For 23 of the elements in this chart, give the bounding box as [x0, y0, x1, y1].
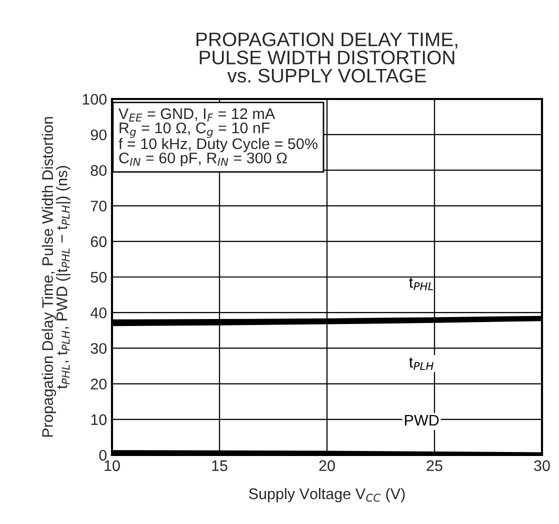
series-label: PWD — [405, 414, 439, 426]
text: Propagation Delay Time, Pulse Width Distortion t$_{PHL}$, t$_{PLH}$, PWD (|t$_{PHL}$ − t$_{PLH}$|) (ns) — [42, 117, 70, 437]
y-tick-label: 90 — [90, 129, 107, 140]
y-tick-label: 50 — [90, 272, 107, 283]
y-tick-label: 70 — [90, 200, 107, 212]
x-tick-label: 15 — [212, 460, 228, 472]
text: t$_{PLH}$ — [409, 358, 434, 370]
text: V$_{EE}$ = GND, I$_{F}$ = 12 mA R$_{g}$ = 10 Ω, C$_{g}$ = 10 nF f = 10 kHz, Duty Cycle = 50% C$_{IN}$ = 60 pF, R$_{IN}$ = 300 Ω — [118, 108, 318, 166]
y-tick-label: 10 — [91, 414, 107, 426]
x-axis-title: Supply Voltage V$_{CC}$ (V) — [249, 488, 405, 502]
series-label: t$_{PHL}$ — [409, 278, 434, 290]
x-tick-label: 25 — [426, 460, 442, 472]
x-tick-label: 10 — [104, 460, 120, 472]
x-tick-label: 30 — [534, 460, 550, 472]
x-tick-label: 20 — [319, 460, 335, 472]
y-tick-label: 40 — [90, 307, 107, 318]
y-tick-label: 30 — [90, 343, 107, 354]
y-tick-label: 0 — [99, 450, 107, 461]
y-tick-label: 100 — [82, 94, 107, 105]
y-tick-label: 80 — [90, 165, 107, 176]
chart-title: PROPAGATION DELAY TIME, PULSE WIDTH DISTORTION vs. SUPPLY VOLTAGE — [196, 32, 458, 83]
y-tick-label: 20 — [90, 378, 107, 390]
y-tick-label: 60 — [90, 236, 107, 248]
